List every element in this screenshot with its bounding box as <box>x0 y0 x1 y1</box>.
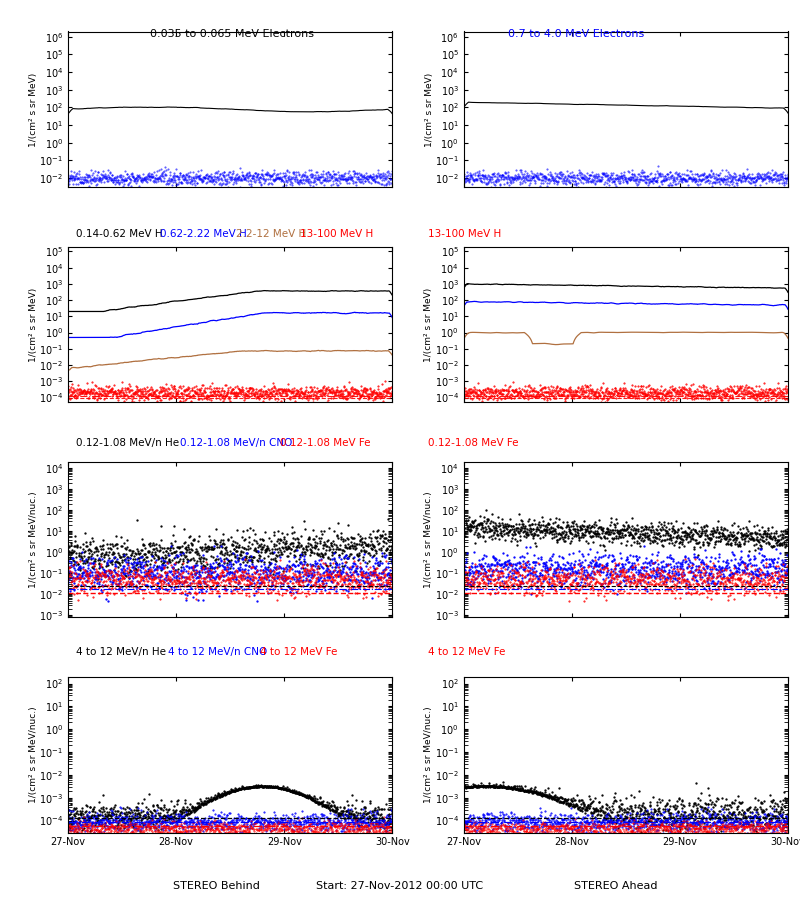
Text: 0.035 to 0.065 MeV Electrons: 0.035 to 0.065 MeV Electrons <box>150 29 314 39</box>
Text: 4 to 12 MeV/n He: 4 to 12 MeV/n He <box>76 647 166 657</box>
Text: 0.14-0.62 MeV H: 0.14-0.62 MeV H <box>76 230 162 239</box>
Text: 0.12-1.08 MeV Fe: 0.12-1.08 MeV Fe <box>428 438 518 448</box>
Y-axis label: 1/(cm² s sr MeV): 1/(cm² s sr MeV) <box>425 72 434 147</box>
Text: 4 to 12 MeV Fe: 4 to 12 MeV Fe <box>260 647 338 657</box>
Y-axis label: 1/(cm² s sr MeV/nuc.): 1/(cm² s sr MeV/nuc.) <box>29 706 38 803</box>
Text: 13-100 MeV H: 13-100 MeV H <box>428 230 502 239</box>
Y-axis label: 1/(cm² s sr MeV): 1/(cm² s sr MeV) <box>29 72 38 147</box>
Text: 0.7 to 4.0 MeV Electrons: 0.7 to 4.0 MeV Electrons <box>508 29 644 39</box>
Y-axis label: 1/(cm² s sr MeV): 1/(cm² s sr MeV) <box>29 287 38 362</box>
Y-axis label: 1/(cm² s sr MeV/nuc.): 1/(cm² s sr MeV/nuc.) <box>425 491 434 588</box>
Text: STEREO Behind: STEREO Behind <box>173 881 259 891</box>
Text: 4 to 12 MeV Fe: 4 to 12 MeV Fe <box>428 647 506 657</box>
Text: 4 to 12 MeV/n CNO: 4 to 12 MeV/n CNO <box>168 647 267 657</box>
Text: 13-100 MeV H: 13-100 MeV H <box>300 230 374 239</box>
Text: 0.12-1.08 MeV/n CNO: 0.12-1.08 MeV/n CNO <box>180 438 292 448</box>
Text: STEREO Ahead: STEREO Ahead <box>574 881 658 891</box>
Text: 0.12-1.08 MeV Fe: 0.12-1.08 MeV Fe <box>280 438 370 448</box>
Text: 0.62-2.22 MeV H: 0.62-2.22 MeV H <box>160 230 246 239</box>
Y-axis label: 1/(cm² s sr MeV/nuc.): 1/(cm² s sr MeV/nuc.) <box>424 706 434 803</box>
Y-axis label: 1/(cm² s sr MeV/nuc.): 1/(cm² s sr MeV/nuc.) <box>29 491 38 588</box>
Text: 0.12-1.08 MeV/n He: 0.12-1.08 MeV/n He <box>76 438 179 448</box>
Y-axis label: 1/(cm² s sr MeV): 1/(cm² s sr MeV) <box>424 287 434 362</box>
Text: Start: 27-Nov-2012 00:00 UTC: Start: 27-Nov-2012 00:00 UTC <box>317 881 483 891</box>
Text: 2.2-12 MeV H: 2.2-12 MeV H <box>236 230 306 239</box>
